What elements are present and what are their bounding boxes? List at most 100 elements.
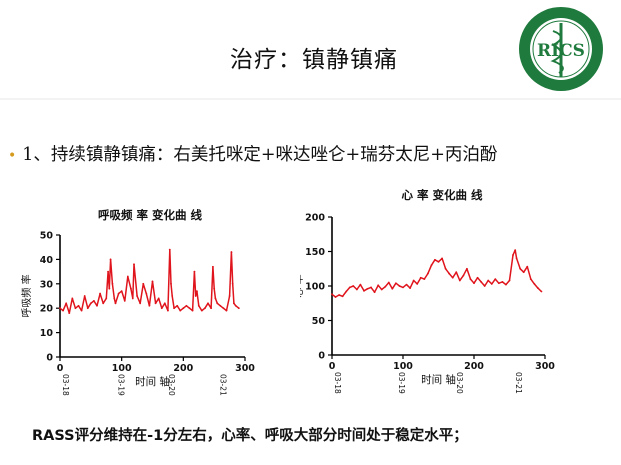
data-point <box>497 282 500 285</box>
data-point <box>200 309 203 312</box>
data-point <box>508 279 511 282</box>
footer-note: RASS评分维持在-1分左右，心率、呼吸大部分时间处于稳定水平； <box>32 428 468 444</box>
data-point <box>204 307 206 310</box>
data-point <box>469 278 472 280</box>
x-tick-label: 200 <box>464 361 484 372</box>
heart-rate-chart: 心 率 变化曲 线 0 50 100 150 200 0 100 200 300 03-18 03-1… <box>292 180 600 414</box>
data-point <box>437 260 440 263</box>
data-point <box>105 297 108 300</box>
x-tick-label: 100 <box>112 363 132 374</box>
bullet-text: 1、持续镇静镇痛：右美托咪定+咪达唑仑+瑞芬太尼+丙泊酚 <box>22 145 498 165</box>
data-point <box>171 295 174 297</box>
data-point <box>334 296 337 298</box>
series-line <box>59 248 240 314</box>
data-point <box>179 309 182 312</box>
data-point <box>533 283 536 285</box>
x-tick-label: 0 <box>57 363 64 374</box>
data-point <box>193 270 196 273</box>
data-point <box>182 307 185 310</box>
data-point <box>237 307 240 310</box>
bullet-icon: • <box>8 148 17 164</box>
data-point <box>126 275 129 278</box>
data-point <box>515 257 518 260</box>
data-point <box>163 302 166 305</box>
data-point <box>476 276 479 279</box>
data-point <box>151 280 154 283</box>
data-point <box>68 312 71 314</box>
rics-logo: RICS <box>509 5 613 93</box>
data-point <box>526 265 529 268</box>
data-point <box>466 267 468 270</box>
data-point <box>522 271 525 274</box>
data-point <box>131 297 134 300</box>
data-point <box>234 304 237 307</box>
data-point <box>487 279 490 282</box>
data-point <box>117 292 120 295</box>
data-point <box>86 307 89 310</box>
data-point <box>133 263 135 266</box>
data-point <box>130 287 132 290</box>
data-point <box>519 267 522 270</box>
date-label: 03-21 <box>218 374 227 396</box>
data-point <box>111 282 114 285</box>
chart-title: 呼吸频 率 变化曲 线 <box>98 208 203 222</box>
date-label: 03-18 <box>61 374 70 396</box>
data-point <box>387 281 390 284</box>
data-point <box>373 291 376 294</box>
data-point <box>448 272 451 275</box>
y-tick-label: 40 <box>40 255 54 266</box>
data-point <box>416 283 419 285</box>
data-point <box>148 304 151 307</box>
data-point <box>89 302 92 305</box>
data-point <box>120 290 123 293</box>
data-point <box>380 288 383 291</box>
data-point <box>480 280 482 283</box>
data-point <box>197 304 200 307</box>
data-point <box>83 295 86 297</box>
data-point <box>173 307 175 310</box>
data-point <box>136 295 138 297</box>
date-label: 03-19 <box>397 372 406 394</box>
x-tick-label: 0 <box>329 361 336 372</box>
y-tick-label: 200 <box>305 213 325 224</box>
data-point <box>494 278 497 280</box>
data-point <box>537 287 539 289</box>
slide-title: 治疗：镇静镇痛 <box>230 47 398 73</box>
y-tick-label: 50 <box>312 316 326 327</box>
y-tick-label: 50 <box>40 231 54 242</box>
data-point <box>384 285 387 288</box>
data-point <box>514 249 517 252</box>
data-point <box>214 297 217 300</box>
data-point <box>123 299 126 302</box>
data-point <box>434 258 436 261</box>
data-point <box>331 293 333 296</box>
data-point <box>529 278 532 280</box>
data-point <box>108 287 111 290</box>
date-label: 03-20 <box>167 374 176 396</box>
data-point <box>370 286 372 289</box>
data-point <box>348 286 351 289</box>
data-point <box>377 284 380 287</box>
data-point <box>430 264 433 267</box>
x-tick-label: 100 <box>393 361 413 372</box>
x-tick-label: 200 <box>173 363 193 374</box>
data-point <box>341 295 344 298</box>
y-tick-label: 0 <box>46 353 53 364</box>
data-point <box>501 280 504 283</box>
data-point <box>444 267 447 270</box>
data-point <box>65 302 68 305</box>
y-tick-label: 100 <box>305 282 325 293</box>
data-point <box>109 258 112 261</box>
date-label: 03-18 <box>333 372 342 394</box>
x-axis-label: 时间 轴 <box>135 375 170 388</box>
data-point <box>451 276 454 279</box>
data-point <box>409 287 411 289</box>
data-point <box>212 265 214 268</box>
data-point <box>462 274 465 277</box>
data-point <box>145 292 148 295</box>
data-point <box>194 295 197 297</box>
y-axis-label: 心 率 <box>300 274 305 297</box>
data-point <box>93 299 95 302</box>
data-point <box>230 251 233 253</box>
data-point <box>219 304 222 307</box>
